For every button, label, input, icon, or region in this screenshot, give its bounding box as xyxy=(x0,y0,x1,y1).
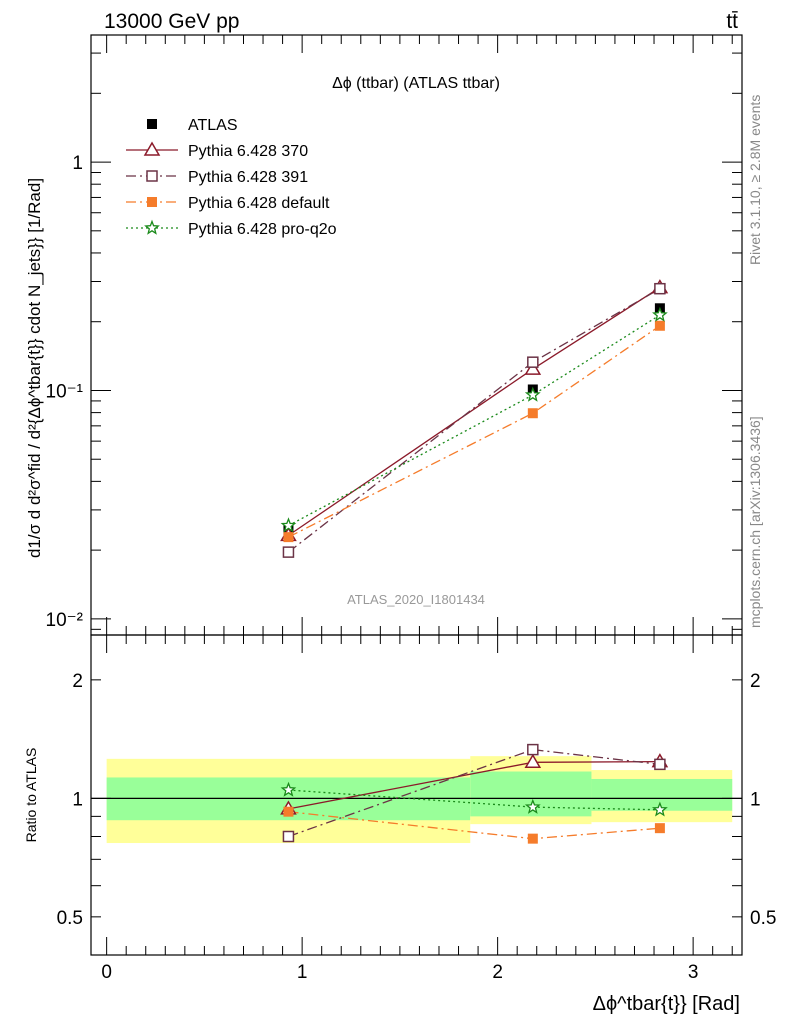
legend-marker-pythia-6-428-default xyxy=(147,197,157,207)
ratio-point-pythia-6-428-default xyxy=(654,823,665,834)
process-label: tt̄ xyxy=(726,10,738,33)
xtick-label: 3 xyxy=(688,962,699,983)
x-axis-label: Δϕ^tbar{t}} [Rad] xyxy=(593,993,740,1015)
main-point-pythia-6-428-default xyxy=(283,532,294,543)
legend-label-atlas: ATLAS xyxy=(188,117,238,134)
main-title: Δϕ (ttbar) (ATLAS ttbar) xyxy=(332,75,500,92)
energy-label: 13000 GeV pp xyxy=(104,10,239,33)
xtick-label: 1 xyxy=(297,962,308,983)
main-point-pythia-6-428-default xyxy=(654,320,665,331)
main-point-pythia-6-428-pro-q2o xyxy=(524,386,541,402)
main-y-axis-label: d1/σ d d²σ^fid / d²{Δϕ^tbar{t}} cdot N_j… xyxy=(25,178,44,558)
ratio-ytick-label-right: 1 xyxy=(750,789,761,810)
plot-frames xyxy=(90,34,743,956)
legend-marker-pythia-6-428-370 xyxy=(143,141,161,156)
legend-marker-atlas xyxy=(147,119,157,129)
ratio-point-pythia-6-428-391 xyxy=(282,830,295,843)
ratio-point-pythia-6-428-default xyxy=(283,806,294,817)
data-markers xyxy=(280,279,669,844)
main-point-pythia-6-428-default xyxy=(527,408,538,419)
xtick-label: 2 xyxy=(492,962,503,983)
inner-band-2 xyxy=(591,778,733,811)
xtick-label: 0 xyxy=(101,962,112,983)
main-point-pythia-6-428-391 xyxy=(654,282,666,295)
main-point-pythia-6-428-pro-q2o xyxy=(280,517,297,533)
main-ytick-label: 10⁻¹ xyxy=(46,381,84,402)
main-point-pythia-6-428-391 xyxy=(282,546,295,558)
ratio-point-pythia-6-428-default xyxy=(527,833,538,844)
main-line-pythia-6-428-pro-q2o xyxy=(288,314,661,527)
main-point-pythia-6-428-370 xyxy=(524,360,542,375)
main-point-pythia-6-428-391 xyxy=(527,356,539,368)
main-ytick-label: 10⁻² xyxy=(46,610,84,631)
main-line-pythia-6-428-370 xyxy=(288,287,661,536)
ratio-point-pythia-6-428-391 xyxy=(654,758,666,771)
ratio-ytick-label: 2 xyxy=(72,671,83,692)
ratio-ytick-label: 1 xyxy=(72,789,83,810)
ratio-point-pythia-6-428-391 xyxy=(527,743,539,756)
ratio-point-pythia-6-428-pro-q2o xyxy=(524,798,541,814)
mcplots-label: mcplots.cern.ch [arXiv:1306.3436] xyxy=(747,416,763,628)
legend-label-pythia-6-428-default: Pythia 6.428 default xyxy=(188,195,330,212)
ratio-line-pythia-6-428-391 xyxy=(288,748,660,838)
ratio-ytick-label-right: 0.5 xyxy=(750,908,776,929)
ratio-point-pythia-6-428-pro-q2o xyxy=(280,781,297,797)
legend-label-pythia-6-428-370: Pythia 6.428 370 xyxy=(188,143,308,160)
ratio-y-axis-label: Ratio to ATLAS xyxy=(23,748,39,843)
main-point-pythia-6-428-pro-q2o xyxy=(652,306,668,322)
main-line-pythia-6-428-default xyxy=(288,325,661,538)
main-ytick-label: 1 xyxy=(72,153,83,174)
ratio-point-pythia-6-428-370 xyxy=(524,753,542,769)
ratio-frame xyxy=(90,634,743,956)
series-lines xyxy=(288,287,661,840)
legend-marker-pythia-6-428-pro-q2o xyxy=(144,219,160,235)
legend-label-pythia-6-428-391: Pythia 6.428 391 xyxy=(188,169,308,186)
ratio-ytick-label-right: 2 xyxy=(750,671,761,692)
legend: ATLAS Pythia 6.428 370 Pythia 6.428 391 Pyt… xyxy=(126,117,337,238)
uncertainty-bands xyxy=(91,756,742,844)
ratio-line-pythia-6-428-pro-q2o xyxy=(288,789,660,811)
ratio-point-pythia-6-428-pro-q2o xyxy=(651,801,668,817)
main-line-pythia-6-428-391 xyxy=(288,288,661,553)
axis-ticks: 10⁻² 10⁻¹ 1 0.5 0.5 1 1 2 2 0 1 2 3 xyxy=(46,35,776,983)
ratio-ytick-label: 0.5 xyxy=(57,908,83,929)
analysis-watermark: ATLAS_2020_I1801434 xyxy=(347,592,485,607)
rivet-label: Rivet 3.1.10, ≥ 2.8M events xyxy=(747,95,763,265)
legend-label-pythia-6-428-pro-q2o: Pythia 6.428 pro-q2o xyxy=(188,221,337,238)
legend-marker-pythia-6-428-391 xyxy=(146,170,158,182)
